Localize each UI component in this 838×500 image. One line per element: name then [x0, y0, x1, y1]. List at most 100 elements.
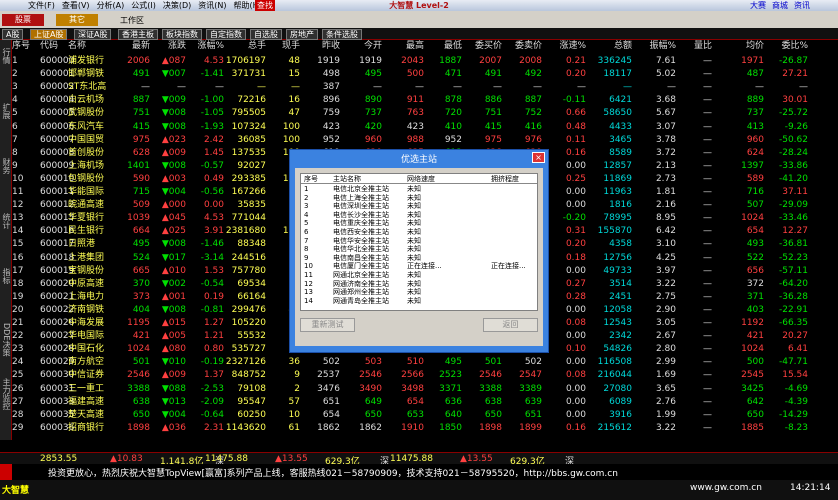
column-header[interactable]: 现手	[281, 41, 300, 51]
table-cell[interactable]: 中原高速	[68, 278, 105, 289]
list-cell[interactable]: 电信南昌全推主站	[333, 253, 389, 262]
list-cell[interactable]: 未知	[407, 288, 421, 297]
column-header[interactable]: 序号	[12, 41, 31, 51]
table-cell[interactable]: 600027	[40, 331, 75, 342]
table-cell[interactable]: 3	[12, 82, 18, 93]
list-cell[interactable]: 11	[304, 271, 313, 279]
table-cell[interactable]: 600010	[40, 173, 75, 184]
retest-button[interactable]: 重新测试	[300, 318, 355, 332]
list-cell[interactable]: 7	[304, 236, 309, 245]
table-cell[interactable]: 600035	[40, 409, 75, 420]
list-cell[interactable]: 未知	[407, 236, 421, 245]
table-cell[interactable]: 华电国际	[68, 331, 105, 342]
table-cell[interactable]: 中国国贸	[68, 134, 105, 145]
table-cell[interactable]: 600011	[40, 187, 75, 197]
table-cell[interactable]: 600008	[40, 147, 75, 158]
table-cell[interactable]: 16	[12, 252, 24, 263]
list-cell[interactable]: 未知	[407, 296, 421, 305]
table-cell[interactable]: 福建高速	[68, 396, 105, 407]
table-cell[interactable]: 东风汽车	[68, 121, 105, 132]
sidebar-tab[interactable]: 统计	[2, 213, 11, 229]
table-cell[interactable]: 首创股份	[68, 147, 105, 158]
list-cell[interactable]: 正在连接...	[491, 262, 526, 271]
table-cell[interactable]: 宝钢股份	[68, 265, 105, 276]
table-cell[interactable]: 600029	[40, 357, 75, 368]
table-cell[interactable]: 21	[12, 318, 24, 328]
column-header[interactable]: 均价	[745, 41, 764, 51]
table-cell[interactable]: 华夏银行	[68, 213, 105, 224]
list-cell[interactable]: 网通济南全推主站	[333, 279, 389, 288]
column-header[interactable]: 量比	[693, 41, 712, 51]
column-header[interactable]: 总额	[613, 41, 632, 51]
link[interactable]: 商城	[772, 1, 788, 10]
table-cell[interactable]: 600001	[40, 69, 75, 80]
table-cell[interactable]: 7	[12, 134, 18, 145]
list-cell[interactable]: 5	[304, 219, 309, 228]
table-cell[interactable]: 600033	[40, 396, 75, 407]
table-cell[interactable]: 白云机场	[68, 95, 105, 106]
table-cell[interactable]: 600017	[40, 239, 75, 250]
sidebar-tab[interactable]: 财务	[2, 158, 11, 174]
list-cell[interactable]: 未知	[407, 228, 421, 236]
list-cell[interactable]: 4	[304, 210, 309, 219]
table-cell[interactable]: 600026	[40, 318, 75, 328]
table-cell[interactable]: 12	[12, 200, 24, 211]
list-cell[interactable]: 12	[304, 279, 313, 288]
back-button[interactable]: 返回	[483, 318, 538, 332]
link[interactable]: 大赛	[750, 1, 766, 10]
list-cell[interactable]: 6	[304, 228, 309, 236]
column-header[interactable]: 总手	[247, 41, 266, 51]
list-cell[interactable]: 未知	[407, 245, 421, 254]
list-header[interactable]: 拥挤程度	[491, 175, 519, 183]
table-cell[interactable]: 26	[12, 383, 24, 394]
table-cell[interactable]: 600018	[40, 252, 75, 263]
tab[interactable]: 香港主板	[118, 29, 158, 40]
list-cell[interactable]: 未知	[407, 219, 421, 228]
table-cell[interactable]: 600005	[40, 108, 75, 119]
list-cell[interactable]: 9	[304, 253, 309, 262]
table-cell[interactable]: 包钢股份	[68, 173, 105, 184]
column-header[interactable]: 最新	[131, 41, 150, 51]
list-cell[interactable]: 网通北京全推主站	[333, 271, 389, 279]
table-cell[interactable]: 23	[12, 344, 24, 355]
list-header[interactable]: 网络速度	[407, 175, 435, 183]
list-cell[interactable]: 电信华安全推主站	[333, 236, 389, 245]
menu-item[interactable]: 文件(F)	[28, 1, 55, 10]
table-cell[interactable]: 浦发银行	[68, 56, 105, 66]
menu-item[interactable]: 资讯(N)	[198, 1, 227, 10]
table-cell[interactable]: 6	[12, 121, 18, 132]
tab[interactable]: 房地产	[286, 29, 318, 40]
table-cell[interactable]: 18	[12, 278, 24, 289]
list-cell[interactable]: 13	[304, 288, 313, 297]
table-cell[interactable]: 华能国际	[68, 187, 105, 197]
table-cell[interactable]: 14	[12, 226, 24, 237]
column-header[interactable]: 涨幅%	[197, 41, 224, 51]
list-cell[interactable]: 未知	[407, 279, 421, 288]
table-cell[interactable]: 600006	[40, 121, 75, 132]
menu-item[interactable]: 查看(V)	[61, 1, 90, 10]
list-cell[interactable]: 电信华北全推主站	[333, 245, 389, 254]
table-cell[interactable]: 600031	[40, 383, 75, 394]
column-header[interactable]: 涨跌	[167, 41, 186, 51]
table-cell[interactable]: 武钢股份	[68, 108, 105, 119]
table-cell[interactable]: 600036	[40, 422, 75, 433]
table-cell[interactable]: ST东北高	[68, 82, 107, 93]
list-cell[interactable]: 2	[304, 193, 309, 202]
table-cell[interactable]: 600000	[40, 56, 75, 66]
tab[interactable]: 深证A股	[74, 29, 112, 40]
close-button[interactable]: ×	[532, 152, 545, 163]
list-header[interactable]: 序号	[304, 175, 318, 183]
table-cell[interactable]: 上海机场	[68, 160, 105, 171]
table-cell[interactable]: 20	[12, 304, 24, 315]
table-cell[interactable]: 中国石化	[68, 344, 105, 355]
list-cell[interactable]: 网通青岛全推主站	[333, 296, 389, 305]
table-cell[interactable]: 招商银行	[68, 422, 105, 433]
column-header[interactable]: 委比%	[781, 41, 808, 51]
table-cell[interactable]: 上港集团	[68, 252, 105, 263]
list-cell[interactable]: 1	[304, 185, 309, 193]
column-header[interactable]: 最高	[405, 41, 424, 51]
list-cell[interactable]: 未知	[407, 202, 421, 211]
column-header[interactable]: 名称	[68, 41, 87, 51]
table-cell[interactable]: 19	[12, 291, 24, 302]
list-cell[interactable]: 未知	[407, 210, 421, 219]
